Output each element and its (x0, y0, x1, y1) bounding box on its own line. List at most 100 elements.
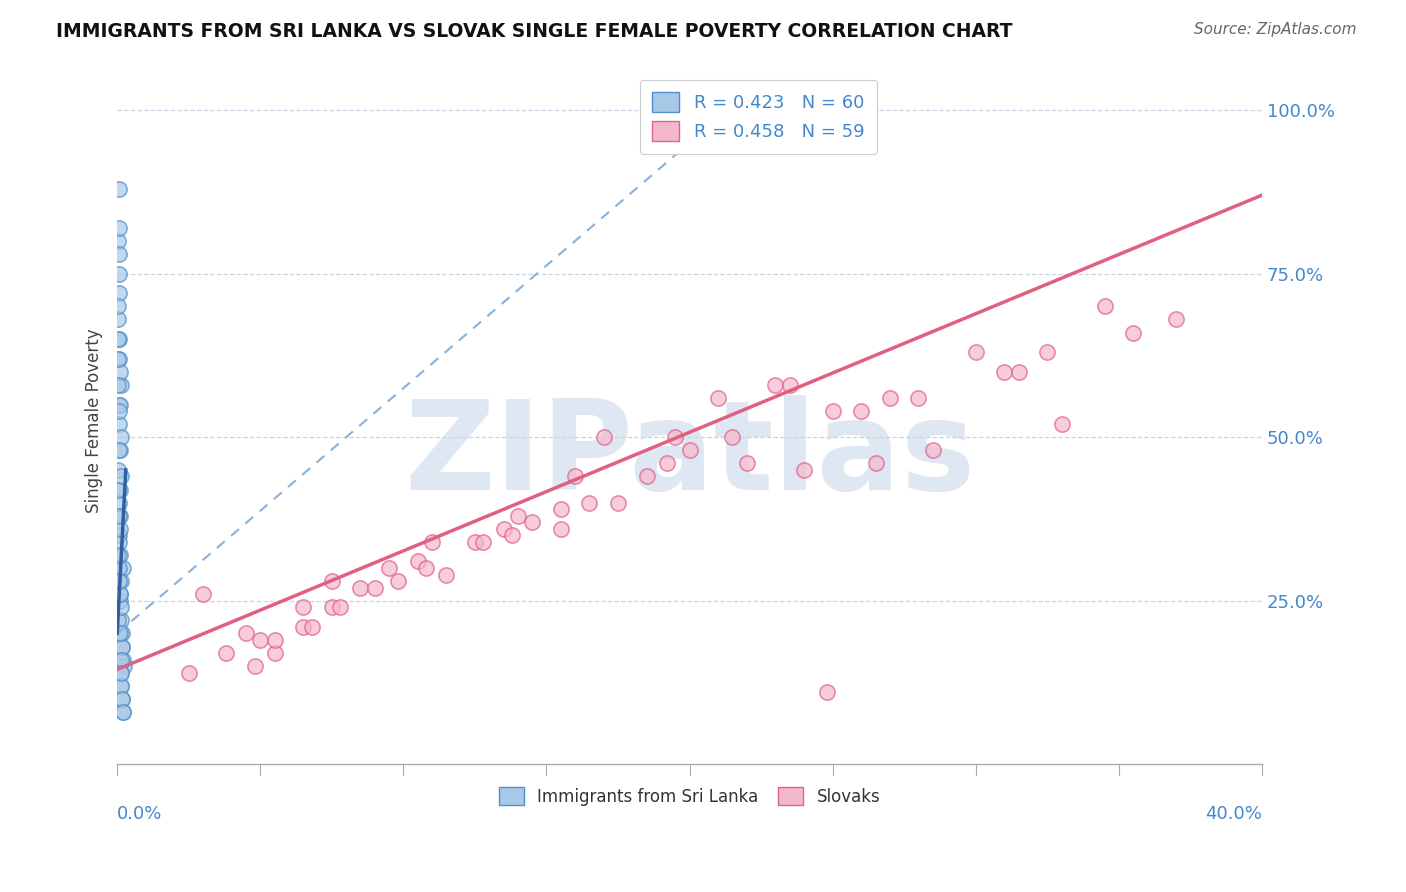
Point (301, 620, 323, 634)
Point (263, 632, 285, 647)
Point (851, 404, 873, 418)
Point (243, 659, 266, 673)
Point (111, 691, 134, 706)
Point (1122, 326, 1144, 340)
Point (110, 377, 132, 392)
Point (415, 561, 437, 575)
Point (107, 299, 129, 313)
Point (110, 613, 132, 627)
Point (329, 600, 352, 615)
Point (763, 377, 786, 392)
Point (191, 587, 214, 601)
Point (678, 443, 700, 458)
Point (993, 365, 1015, 379)
Point (501, 528, 523, 542)
Point (387, 574, 409, 588)
Point (107, 463, 129, 477)
Point (263, 646, 285, 660)
Point (364, 581, 387, 595)
Point (434, 567, 457, 582)
Point (108, 522, 131, 536)
Point (865, 456, 887, 470)
Point (378, 561, 401, 575)
Point (108, 593, 131, 607)
Point (107, 312, 129, 326)
Point (111, 691, 134, 706)
Point (111, 561, 134, 575)
Point (815, 685, 838, 699)
Point (107, 234, 129, 248)
Point (921, 443, 943, 458)
Point (492, 522, 515, 536)
Point (108, 508, 131, 523)
Point (108, 286, 131, 301)
Text: IMMIGRANTS FROM SRI LANKA VS SLOVAK SINGLE FEMALE POVERTY CORRELATION CHART: IMMIGRANTS FROM SRI LANKA VS SLOVAK SING… (56, 22, 1012, 41)
Point (107, 548, 129, 562)
Point (108, 397, 131, 411)
Point (420, 534, 443, 549)
Point (321, 600, 343, 615)
Point (111, 640, 134, 654)
Point (110, 679, 132, 693)
Y-axis label: Single Female Poverty: Single Female Poverty (86, 328, 103, 513)
Point (655, 456, 678, 470)
Point (107, 351, 129, 366)
Point (578, 495, 600, 509)
Point (110, 626, 132, 640)
Point (108, 267, 131, 281)
Point (108, 397, 131, 411)
Point (965, 345, 987, 359)
Point (564, 469, 586, 483)
Point (636, 469, 658, 483)
Point (108, 508, 131, 523)
Point (292, 620, 315, 634)
Point (821, 404, 844, 418)
Point (110, 587, 132, 601)
Point (107, 483, 129, 497)
Point (108, 365, 131, 379)
Point (110, 430, 132, 444)
Point (177, 665, 200, 680)
Point (108, 574, 131, 588)
Point (111, 640, 134, 654)
Point (735, 456, 758, 470)
Point (108, 534, 131, 549)
Point (107, 351, 129, 366)
Point (793, 463, 815, 477)
Point (506, 508, 529, 523)
Point (607, 495, 630, 509)
Point (592, 430, 614, 444)
Point (111, 705, 134, 719)
Point (111, 626, 134, 640)
Text: 0.0%: 0.0% (117, 805, 163, 823)
Point (112, 659, 135, 673)
Point (108, 404, 131, 418)
Point (110, 469, 132, 483)
Point (108, 247, 131, 261)
Point (406, 554, 429, 568)
Point (108, 181, 131, 195)
Point (520, 515, 543, 529)
Text: Source: ZipAtlas.com: Source: ZipAtlas.com (1194, 22, 1357, 37)
Point (779, 377, 801, 392)
Point (108, 626, 131, 640)
Point (879, 391, 901, 405)
Point (110, 574, 132, 588)
Point (1094, 299, 1116, 313)
Point (721, 430, 744, 444)
Point (1164, 312, 1187, 326)
Point (664, 430, 686, 444)
Text: ZIPatlas: ZIPatlas (404, 394, 976, 516)
Text: 40.0%: 40.0% (1205, 805, 1263, 823)
Point (107, 443, 129, 458)
Point (110, 548, 132, 562)
Point (464, 534, 486, 549)
Point (108, 443, 131, 458)
Point (111, 652, 134, 666)
Point (108, 587, 131, 601)
Point (1036, 345, 1059, 359)
Point (107, 332, 129, 346)
Point (110, 679, 132, 693)
Point (907, 391, 929, 405)
Point (107, 377, 129, 392)
